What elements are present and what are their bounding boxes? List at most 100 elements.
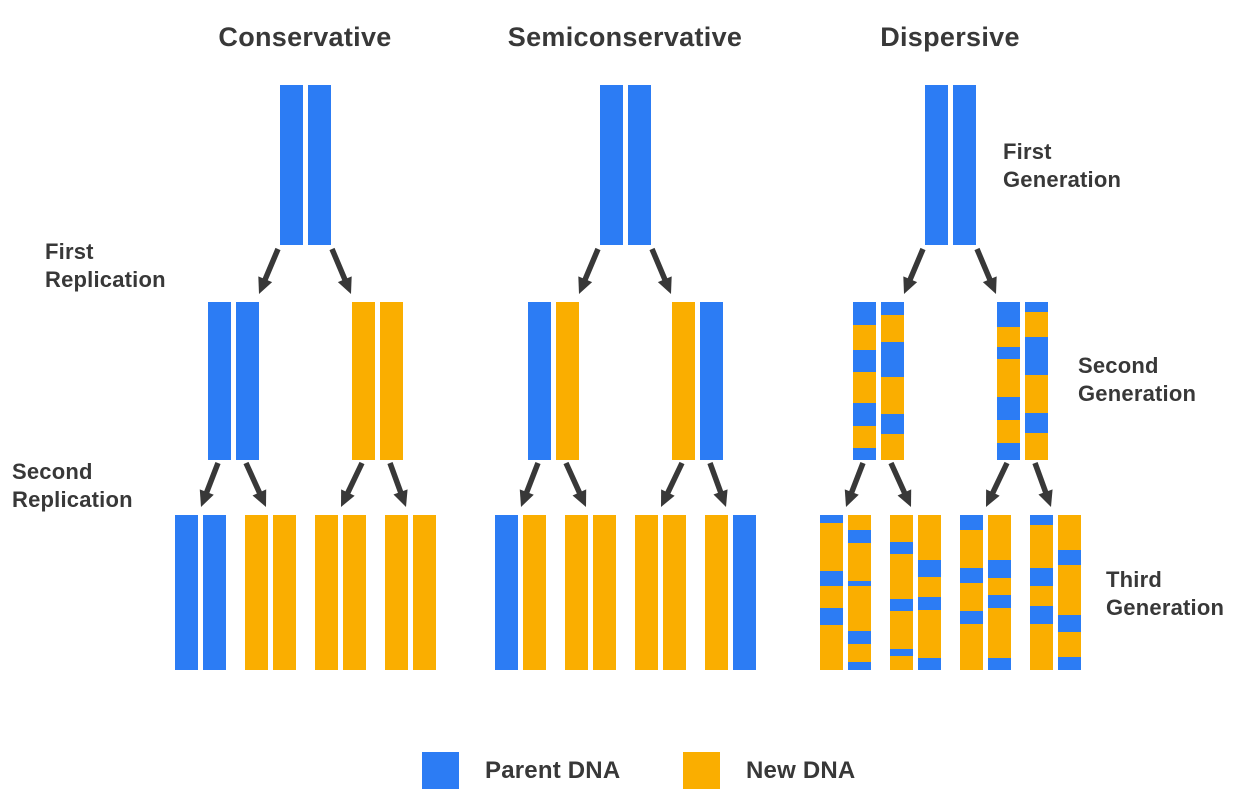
arrow-shaft xyxy=(1032,462,1050,497)
dna-strand-dispersive xyxy=(852,302,876,460)
dna-segment-parent xyxy=(889,649,913,656)
dna-segment-parent xyxy=(880,342,904,377)
dna-segment-new xyxy=(917,577,941,597)
replication-arrow xyxy=(578,247,601,294)
label-line: Generation xyxy=(1078,381,1197,406)
dna-strand-semiconservative xyxy=(522,515,546,670)
replication-arrow xyxy=(903,247,926,294)
dna-strand-dispersive xyxy=(880,302,904,460)
dna-segment-parent xyxy=(527,302,551,460)
dna-segment-parent xyxy=(959,515,983,530)
dna-strand-conservative xyxy=(244,515,268,670)
dna-segment-new xyxy=(847,515,871,530)
dna-segment-new xyxy=(819,523,843,571)
replication-arrow xyxy=(661,461,685,507)
arrow-shaft xyxy=(906,247,926,285)
dna-segment-new xyxy=(959,530,983,568)
arrow-head xyxy=(341,489,355,507)
dna-strand-dispersive xyxy=(1057,515,1081,670)
dna-segment-parent xyxy=(917,597,941,610)
dna-segment-parent xyxy=(1057,550,1081,565)
dna-segment-parent xyxy=(819,515,843,523)
dna-segment-parent xyxy=(889,599,913,611)
dna-segment-new xyxy=(1024,375,1048,413)
dna-segment-new xyxy=(1029,586,1053,606)
arrow-head xyxy=(1038,489,1053,507)
dna-segment-parent xyxy=(627,85,651,245)
replication-arrow xyxy=(243,461,267,507)
dna-segment-new xyxy=(889,554,913,599)
dna-segment-parent xyxy=(880,302,904,315)
dna-segment-parent xyxy=(996,396,1020,420)
arrow-shaft xyxy=(202,462,221,497)
label-first-replication: First Replication xyxy=(45,238,166,294)
dna-segment-new xyxy=(880,315,904,342)
dna-segment-parent xyxy=(819,571,843,586)
replication-arrow xyxy=(258,247,281,294)
dna-segment-parent xyxy=(494,515,518,670)
dna-segment-new xyxy=(996,359,1020,397)
legend-label-new-dna: New DNA xyxy=(746,756,856,784)
dna-segment-new xyxy=(880,377,904,414)
arrow-shaft xyxy=(261,247,281,285)
dna-segment-new xyxy=(852,372,876,403)
dna-strand-dispersive xyxy=(819,515,843,670)
replication-arrow xyxy=(199,462,221,507)
dna-segment-parent xyxy=(1024,337,1048,375)
replication-arrow xyxy=(519,462,541,507)
dna-strand-conservative xyxy=(207,302,231,460)
dna-segment-new xyxy=(1029,624,1053,670)
replication-arrow xyxy=(707,462,728,507)
arrow-shaft xyxy=(343,461,365,498)
dna-segment-new xyxy=(704,515,728,670)
label-second-generation: Second Generation xyxy=(1078,352,1196,408)
dna-segment-parent xyxy=(1057,615,1081,632)
label-second-replication: Second Replication xyxy=(12,458,133,514)
arrow-head xyxy=(713,489,728,507)
dna-segment-parent xyxy=(889,542,913,554)
dna-segment-parent xyxy=(307,85,331,245)
dna-segment-new xyxy=(384,515,408,670)
column-title-semiconservative: Semiconservative xyxy=(507,22,743,52)
dna-segment-parent xyxy=(847,581,871,586)
dna-strand-semiconservative xyxy=(564,515,588,670)
arrow-shaft xyxy=(988,461,1010,498)
dna-segment-parent xyxy=(987,560,1011,578)
dna-strand-conservative xyxy=(279,85,303,245)
dna-segment-new xyxy=(412,515,436,670)
dna-strand-dispersive xyxy=(996,302,1020,460)
label-line: Replication xyxy=(12,487,133,512)
dna-strand-conservative xyxy=(174,515,198,670)
dna-segment-new xyxy=(917,515,941,560)
dna-segment-new xyxy=(959,624,983,670)
arrow-head xyxy=(393,489,408,507)
dna-segment-new xyxy=(987,608,1011,658)
arrow-head xyxy=(986,489,1000,507)
dna-segment-new xyxy=(819,586,843,608)
dna-segment-parent xyxy=(924,85,948,245)
label-third-generation: Third Generation xyxy=(1106,566,1224,622)
dna-segment-new xyxy=(1024,312,1048,337)
dna-segment-parent xyxy=(599,85,623,245)
dna-segment-new xyxy=(342,515,366,670)
dna-strand-conservative xyxy=(202,515,226,670)
arrow-head xyxy=(252,489,267,507)
label-line: Second xyxy=(12,459,93,484)
label-line: First xyxy=(1003,139,1052,164)
dna-strand-dispersive xyxy=(847,515,871,670)
arrow-head xyxy=(982,276,997,294)
dna-segment-new xyxy=(1029,525,1053,568)
column-title-conservative: Conservative xyxy=(218,22,392,52)
dna-segment-new xyxy=(959,583,983,611)
dna-segment-parent xyxy=(917,560,941,577)
label-line: Second xyxy=(1078,353,1159,378)
dna-segment-parent xyxy=(880,414,904,434)
dna-segment-parent xyxy=(1029,515,1053,525)
dna-segment-parent xyxy=(917,658,941,670)
dna-strand-conservative xyxy=(379,302,403,460)
dna-strand-semiconservative xyxy=(592,515,616,670)
new-dna-swatch xyxy=(683,752,720,789)
dna-segment-parent xyxy=(847,530,871,543)
dna-segment-new xyxy=(987,578,1011,595)
arrow-head xyxy=(578,276,593,294)
